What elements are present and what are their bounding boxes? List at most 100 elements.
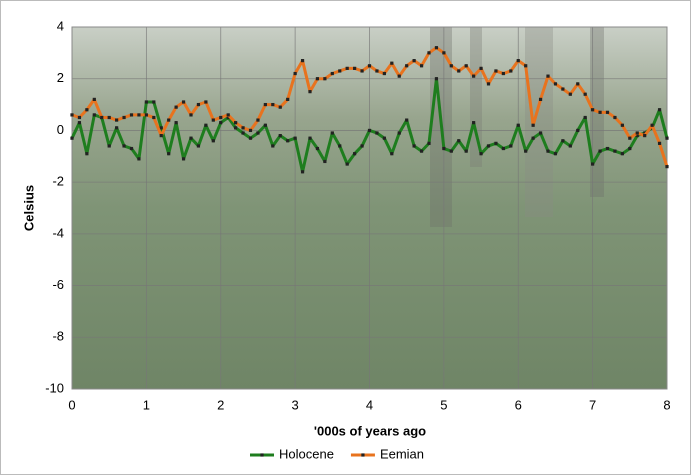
point-marker — [353, 66, 357, 70]
point-marker — [635, 134, 639, 138]
point-marker — [107, 115, 111, 120]
point-marker — [300, 59, 305, 63]
point-marker — [345, 162, 349, 166]
point-marker — [531, 123, 535, 127]
point-marker — [152, 115, 156, 120]
point-marker — [524, 149, 528, 153]
x-tick-label: 2 — [217, 397, 224, 412]
point-marker — [100, 115, 104, 120]
point-marker — [516, 123, 520, 127]
point-marker — [107, 144, 111, 148]
point-marker — [457, 69, 461, 73]
point-marker — [665, 136, 669, 140]
point-marker — [271, 102, 275, 107]
point-marker — [665, 165, 669, 169]
point-marker — [323, 77, 327, 81]
point-marker — [509, 144, 513, 148]
point-marker — [568, 144, 572, 148]
point-marker — [181, 157, 186, 161]
point-marker — [367, 128, 372, 133]
point-marker — [181, 100, 186, 104]
point-marker — [538, 131, 543, 135]
point-marker — [382, 71, 386, 76]
point-marker — [308, 136, 312, 140]
point-marker — [419, 64, 424, 68]
point-marker — [159, 134, 163, 138]
point-marker — [628, 146, 632, 151]
point-marker — [643, 131, 647, 135]
point-marker — [390, 152, 394, 156]
point-marker — [323, 159, 327, 164]
point-marker — [620, 123, 624, 127]
point-marker — [576, 128, 580, 133]
point-marker — [531, 136, 535, 140]
y-tick-label: -2 — [52, 174, 64, 189]
point-marker — [278, 105, 282, 109]
legend-marker — [361, 453, 365, 457]
point-marker — [561, 139, 565, 143]
point-marker — [479, 66, 483, 70]
point-marker — [598, 149, 602, 153]
point-marker — [174, 121, 178, 125]
point-marker — [152, 100, 156, 104]
point-marker — [196, 102, 201, 107]
point-marker — [442, 146, 446, 151]
point-marker — [353, 152, 357, 156]
x-tick-label: 1 — [143, 397, 150, 412]
point-marker — [286, 97, 290, 101]
point-marker — [315, 146, 320, 151]
point-marker — [226, 113, 230, 117]
point-marker — [576, 82, 580, 86]
x-tick-label: 7 — [589, 397, 596, 412]
point-marker — [620, 152, 624, 156]
point-marker — [561, 87, 565, 91]
point-marker — [427, 51, 431, 55]
point-marker — [501, 146, 505, 151]
point-marker — [189, 136, 193, 140]
point-marker — [70, 136, 74, 140]
point-marker — [144, 100, 148, 104]
point-marker — [397, 131, 401, 135]
point-marker — [122, 144, 126, 148]
point-marker — [248, 128, 253, 133]
point-marker — [397, 74, 401, 78]
y-tick-label: -10 — [45, 380, 64, 395]
point-marker — [338, 69, 342, 73]
y-axis-label: Celsius — [21, 185, 36, 231]
point-marker — [271, 144, 275, 148]
point-marker — [434, 46, 439, 50]
point-marker — [293, 136, 297, 140]
point-marker — [382, 136, 386, 140]
point-marker — [234, 121, 238, 125]
point-marker — [115, 118, 119, 122]
point-marker — [464, 149, 468, 153]
point-marker — [92, 113, 96, 117]
y-tick-label: -6 — [52, 277, 64, 292]
y-tick-label: -8 — [52, 329, 64, 344]
point-marker — [657, 141, 662, 145]
point-marker — [449, 64, 453, 68]
point-marker — [486, 82, 491, 86]
point-marker — [605, 110, 610, 114]
point-marker — [546, 74, 550, 78]
point-marker — [167, 118, 171, 122]
point-marker — [85, 152, 89, 156]
x-tick-label: 0 — [68, 397, 75, 412]
x-tick-label: 8 — [663, 397, 670, 412]
point-marker — [494, 141, 498, 145]
point-marker — [196, 144, 201, 148]
point-marker — [524, 64, 528, 68]
plot-border — [71, 26, 668, 390]
point-marker — [367, 64, 372, 68]
point-marker — [144, 113, 148, 117]
point-marker — [568, 92, 572, 96]
point-marker — [77, 121, 82, 125]
point-marker — [330, 71, 334, 76]
x-tick-label: 3 — [292, 397, 299, 412]
point-marker — [628, 136, 632, 140]
point-marker — [375, 69, 379, 73]
point-marker — [211, 118, 215, 122]
point-marker — [77, 115, 82, 120]
point-marker — [219, 115, 223, 120]
point-marker — [85, 108, 89, 112]
